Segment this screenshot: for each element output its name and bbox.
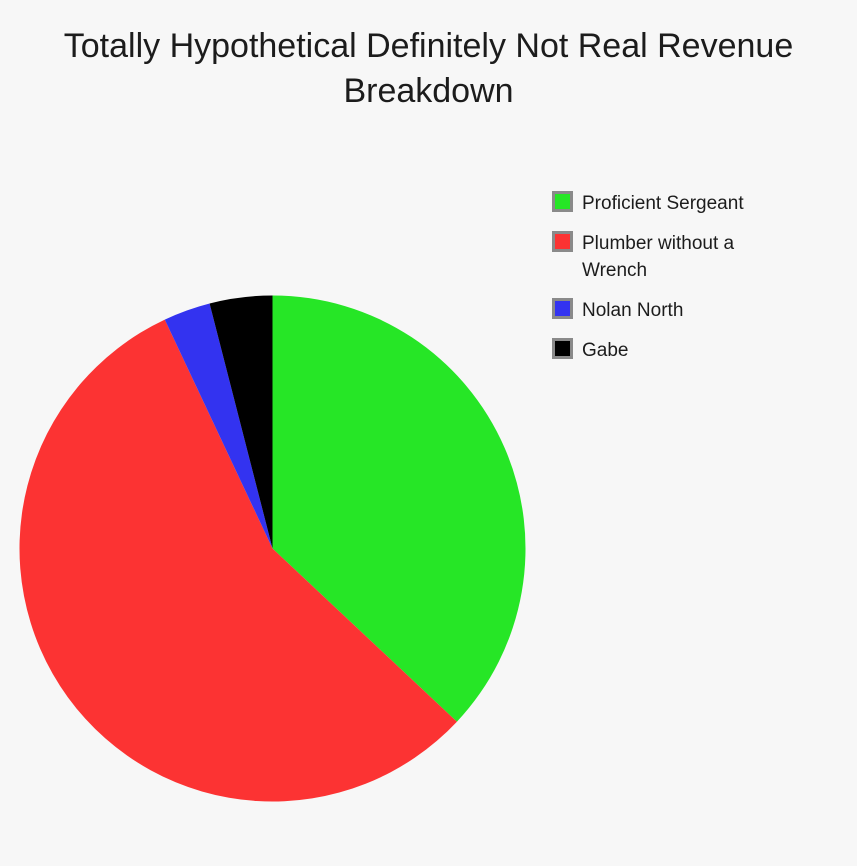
legend: Proficient Sergeant Plumber without a Wre… [552,190,782,364]
legend-swatch-icon [552,231,573,252]
legend-swatch-icon [552,338,573,359]
pie-slice-gabe[interactable] [209,295,273,549]
legend-swatch-icon [552,191,573,212]
legend-label: Plumber without a Wrench [582,233,735,281]
pie-slice-proficient-sergeant[interactable] [272,295,526,722]
pie-slice-plumber-without-a-wrench[interactable] [19,319,457,802]
legend-label: Gabe [582,340,629,361]
pie-slice-nolan-north[interactable] [164,303,273,549]
legend-swatch-icon [552,298,573,319]
legend-item-nolan-north[interactable]: Nolan North [552,297,782,324]
legend-label: Nolan North [582,300,684,321]
legend-item-plumber-without-a-wrench[interactable]: Plumber without a Wrench [552,230,782,284]
legend-item-proficient-sergeant[interactable]: Proficient Sergeant [552,190,782,217]
legend-item-gabe[interactable]: Gabe [552,337,782,364]
legend-label: Proficient Sergeant [582,193,744,214]
pie-chart [19,295,526,802]
pie-svg [19,295,526,802]
chart-title: Totally Hypothetical Definitely Not Real… [63,27,794,110]
